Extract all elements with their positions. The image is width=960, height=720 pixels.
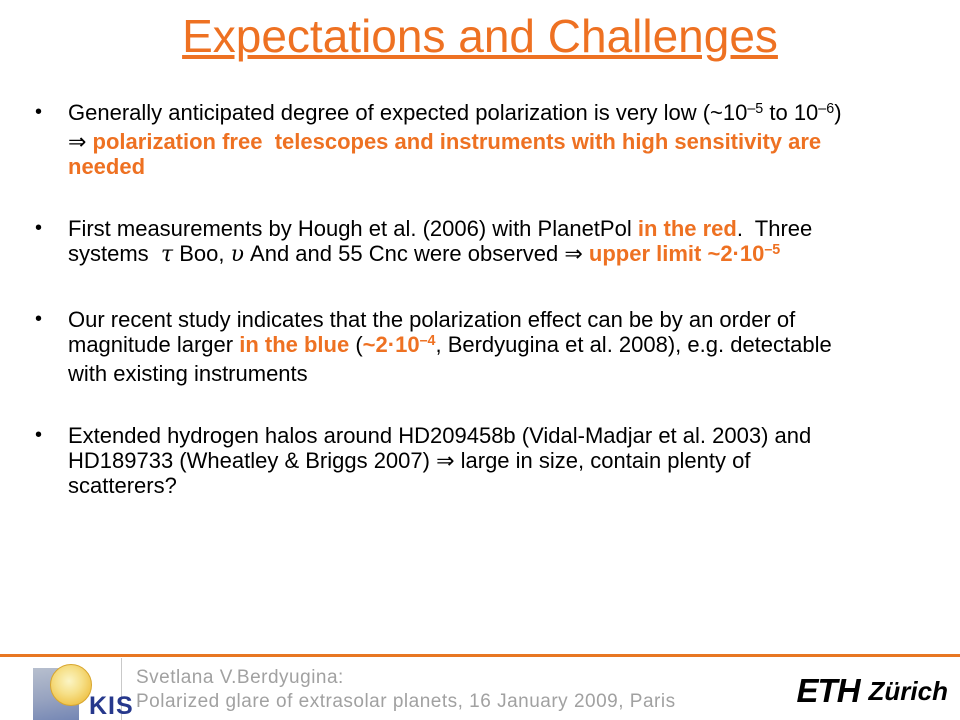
bullet-text-segment: needed	[68, 154, 146, 179]
bullet-text-segment: Generally anticipated degree of expected…	[68, 100, 748, 125]
bullet-text-segment: ~2·10	[362, 332, 420, 357]
bullet-text-segment: First measurements by Hough et al. (2006…	[68, 216, 638, 241]
bullet-text-segment: –5	[747, 101, 764, 118]
footer-talk-title: Polarized glare of extrasolar planets, 1…	[136, 691, 676, 712]
bullet-text-segment: HD189733 (Wheatley & Briggs 2007) ⇒ larg…	[68, 448, 751, 473]
bullet-text-segment: υ	[230, 242, 244, 267]
eth-zurich-logo: ETH Zürich	[797, 672, 948, 710]
bullet-marker: •	[35, 424, 43, 446]
bullet-text-segment: polarization free telescopes and instrum…	[92, 129, 822, 154]
bullet-text-segment: –5	[764, 242, 781, 259]
bullet-item: • Extended hydrogen halos around HD209458…	[33, 423, 933, 498]
bullet-text-segment: Boo,	[173, 241, 231, 266]
bullet-text-segment: magnitude larger	[68, 332, 240, 357]
bullet-text-segment: in the red	[637, 216, 737, 241]
bullet-item: • Generally anticipated degree of expecte…	[33, 100, 933, 179]
bullet-text-segment: systems	[68, 241, 161, 266]
bullet-text-segment: with existing instruments	[68, 361, 308, 386]
kis-logo: KIS	[33, 664, 145, 720]
footer-credit: Svetlana V.Berdyugina: Polarized glare o…	[136, 666, 676, 714]
bullet-text-segment: –4	[419, 333, 436, 350]
footer-vertical-divider	[121, 658, 122, 720]
bullet-item: • First measurements by Hough et al. (200…	[33, 216, 933, 270]
bullet-text-segment: , Berdyugina et al. 2008), e.g. detectab…	[435, 332, 832, 357]
eth-logo-city: Zürich	[868, 675, 948, 706]
bullet-text-segment: )	[834, 100, 842, 125]
bullet-text-segment: . Three	[736, 216, 813, 241]
bullet-text-segment: upper limit ~2·10	[588, 241, 765, 266]
bullet-marker: •	[35, 101, 43, 123]
bullet-text-segment: (	[349, 332, 363, 357]
sun-icon	[50, 664, 92, 706]
eth-logo-mark: ETH	[796, 672, 861, 709]
bullet-text-segment: And and 55 Cnc were observed ⇒	[243, 241, 589, 266]
bullet-text-segment: in the blue	[239, 332, 350, 357]
footer-author: Svetlana V.Berdyugina:	[136, 667, 344, 688]
slide-title: Expectations and Challenges	[182, 10, 778, 62]
bullet-text-segment: τ	[160, 242, 174, 267]
bullet-text-segment: –6	[818, 101, 835, 118]
bullet-marker: •	[35, 217, 43, 239]
bullet-item: • Our recent study indicates that the pol…	[33, 307, 933, 386]
bullet-text-segment: Our recent study indicates that the pola…	[68, 307, 796, 332]
bullet-text-segment: Extended hydrogen halos around HD209458b…	[68, 423, 812, 448]
bullet-marker: •	[35, 308, 43, 330]
bullet-text-segment: scatterers?	[68, 473, 177, 498]
bullet-text-segment: to 10	[763, 100, 819, 125]
bullet-text-segment: ⇒	[68, 129, 93, 154]
bullet-list: • Generally anticipated degree of expecte…	[33, 100, 933, 498]
kis-logo-label: KIS	[89, 692, 134, 720]
footer-divider-line	[0, 654, 960, 657]
